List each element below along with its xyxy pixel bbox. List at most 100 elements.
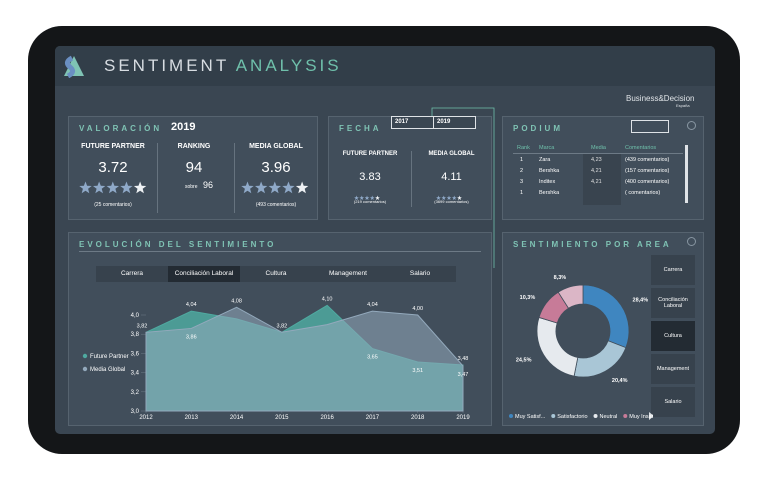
cell: 4,23 (591, 157, 602, 163)
panel-title: SENTIMIENTO POR AREA (513, 240, 672, 249)
y-tick-label: 3,6 (131, 351, 140, 357)
podium-filter[interactable] (631, 120, 669, 133)
area-button[interactable]: Carrera (651, 255, 695, 285)
legend-label: Satisfactorio (557, 414, 587, 420)
cell: Zara (539, 157, 551, 163)
podium-table: Rank Marca Media Comentarios 1 Zara 4,23 (439 c… (513, 145, 689, 205)
area-chart: 3,0 3,2 3,4 3,6 3,8 4,0 2012 2013 2014 2015 2016 20… (82, 296, 470, 421)
star (446, 195, 452, 200)
connectors (431, 107, 495, 268)
legend-label: Muy Insati... (629, 414, 653, 420)
label: FUTURE PARTNER (342, 151, 398, 157)
data-label: 3,51 (412, 368, 423, 374)
data-label: 4,10 (322, 296, 333, 302)
tab[interactable]: Management (329, 270, 367, 277)
divider (157, 143, 158, 213)
stars (241, 181, 310, 199)
y-tick-label: 3,8 (131, 332, 140, 338)
area-button[interactable]: Management (651, 354, 695, 384)
data-label: 10,3% (520, 295, 536, 301)
cell: 2 (520, 168, 524, 174)
comments: (493 comentarios) (255, 202, 297, 208)
cell: Bershka (539, 190, 560, 196)
data-label: 3,86 (186, 334, 197, 340)
date-from[interactable]: 2017 (391, 116, 434, 129)
total: 96 (203, 180, 214, 190)
legend-dot (82, 353, 88, 359)
donut-segment (573, 340, 627, 378)
x-tick-label: 2012 (139, 415, 153, 421)
date-to[interactable]: 2019 (433, 116, 476, 129)
tabs: Carrera Conciliación Laboral Cultura Manage… (96, 266, 456, 282)
title: SENTIMENT ANALYSIS (104, 56, 342, 76)
area-panel: SENTIMIENTO POR AREA Carrera Conciliación… (502, 232, 704, 426)
column-shade (583, 154, 621, 205)
tab[interactable]: Carrera (120, 270, 144, 277)
divider (411, 151, 412, 207)
y-tick-label: 4,0 (131, 313, 140, 319)
area-button[interactable]: Cultura (651, 321, 695, 351)
data-label: 4,00 (412, 306, 423, 312)
legend-dot (551, 414, 556, 418)
star-row (354, 195, 380, 200)
tab[interactable]: Cultura (265, 270, 287, 277)
cell: (400 comentarios) (625, 179, 670, 185)
title-part: SENTIMENT (104, 56, 229, 75)
data-label: 4,08 (231, 298, 242, 304)
star (364, 195, 370, 200)
value: 4.11 (441, 171, 462, 183)
data-label: 28,4% (633, 297, 649, 303)
star (295, 181, 309, 194)
legend-label: Neutral (600, 414, 618, 420)
legend-dot (82, 366, 88, 372)
x-tick-label: 2015 (275, 415, 289, 421)
year: 2019 (171, 121, 196, 133)
star (441, 195, 447, 200)
star (106, 181, 119, 194)
column-header: Marca (539, 145, 555, 151)
x-tick-label: 2013 (185, 415, 199, 421)
star (93, 181, 106, 194)
y-tick-label: 3,2 (131, 390, 140, 396)
x-tick-label: 2017 (366, 415, 380, 421)
comments: (25 comentarios) (94, 202, 132, 208)
sobre: sobre (185, 184, 198, 190)
star-row (241, 181, 309, 194)
data-label: 8,3% (554, 275, 567, 281)
value: 3.83 (359, 171, 381, 183)
legend-label: Media Global (90, 367, 125, 373)
cell: 1 (520, 190, 524, 196)
legend-arrow[interactable] (649, 412, 653, 420)
star (369, 195, 375, 200)
star (375, 195, 380, 200)
star (436, 195, 441, 200)
stars (354, 187, 381, 205)
tab[interactable]: Conciliación Laboral (168, 266, 240, 282)
x-tick-label: 2014 (230, 415, 244, 421)
cell: Bershka (539, 168, 560, 174)
area-button[interactable]: Conciliación Laboral (651, 288, 695, 318)
value: 3.72 (98, 159, 128, 176)
stars (79, 181, 148, 199)
data-label: 4,04 (186, 302, 197, 308)
legend-label: Future Partner (90, 354, 129, 360)
panel-title: VALORACIÓN (79, 124, 163, 133)
star (268, 181, 281, 194)
valoracion-panel: VALORACIÓN 2019 FUTURE PARTNER 3.72 (25 … (68, 116, 318, 220)
legend-dot (623, 414, 628, 418)
title-rule (79, 251, 481, 252)
brand: Business&Decision (626, 94, 695, 103)
donut-segment (536, 316, 579, 377)
data-label: 3,65 (367, 355, 378, 361)
comments: (219 comentarios) (353, 199, 387, 204)
brand-sub: España (676, 103, 690, 108)
star-row (79, 181, 147, 194)
data-label: 24,5% (516, 358, 532, 364)
tab[interactable]: Salario (409, 270, 431, 277)
info-icon (687, 121, 696, 130)
y-tick-label: 3,0 (131, 409, 140, 415)
star (120, 181, 133, 194)
comments: (3699 comentarios) (434, 199, 469, 204)
area-button[interactable]: Salario (651, 387, 695, 417)
column-header: Rank (517, 145, 530, 151)
